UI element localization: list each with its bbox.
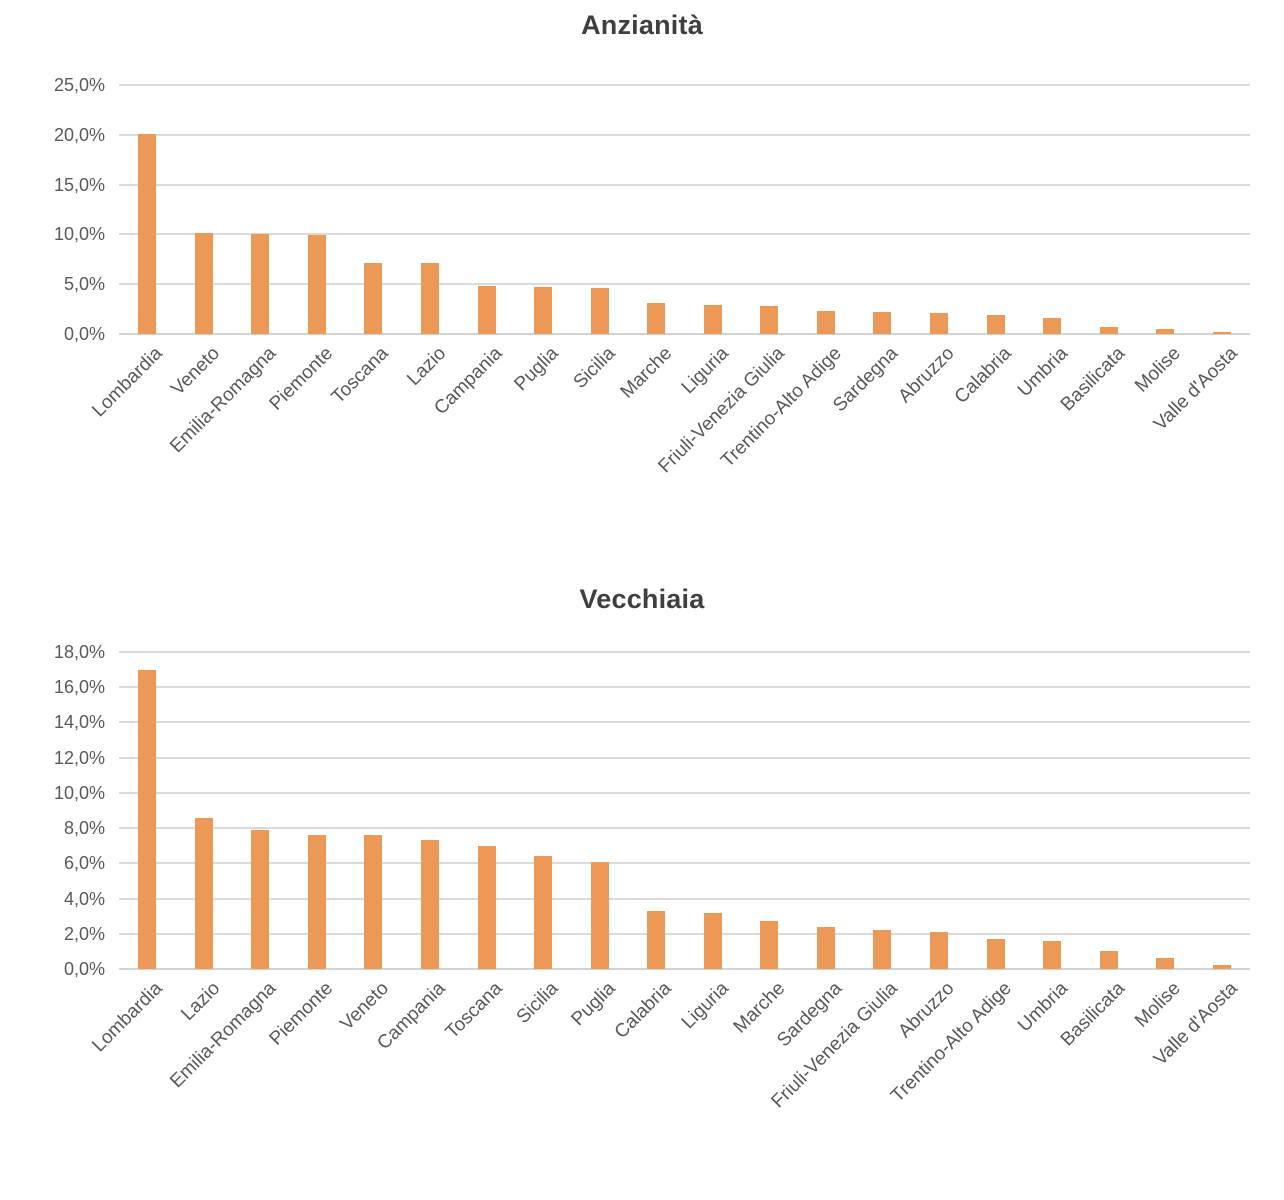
y-tick-label: 4,0% <box>63 889 105 909</box>
x-category-label: Lombardia <box>88 343 167 422</box>
bar-valle-d-aosta <box>1213 965 1231 969</box>
bar-basilicata <box>1100 327 1118 334</box>
gridline <box>119 757 1250 759</box>
bar-friuli-venezia-giulia <box>760 306 778 334</box>
plot-area <box>119 651 1250 970</box>
bar-campania <box>421 840 439 969</box>
x-category-label: Toscana <box>441 978 507 1043</box>
x-category-label: Lazio <box>176 978 224 1025</box>
x-category-label: Sicilia <box>569 343 620 393</box>
x-category-label: Lombardia <box>88 978 167 1057</box>
bar-umbria <box>1043 941 1061 969</box>
x-category-label: Sicilia <box>512 978 563 1028</box>
bar-basilicata <box>1100 951 1118 969</box>
bar-campania <box>478 286 496 334</box>
x-category-label: Puglia <box>510 343 563 396</box>
bar-sardegna <box>873 312 891 334</box>
bar-molise <box>1156 329 1174 334</box>
gridline <box>119 184 1250 186</box>
x-category-label: Abruzzo <box>894 343 959 408</box>
bar-veneto <box>364 835 382 969</box>
bar-calabria <box>647 911 665 969</box>
bar-piemonte <box>308 235 326 334</box>
bar-liguria <box>704 305 722 334</box>
bar-abruzzo <box>930 313 948 334</box>
x-category-label: Liguria <box>677 978 733 1034</box>
x-category-label: Molise <box>1131 978 1185 1032</box>
gridline <box>119 827 1250 829</box>
x-category-label: Marche <box>616 343 676 403</box>
bar-emilia-romagna <box>251 830 269 969</box>
x-category-label: Calabria <box>610 978 676 1043</box>
y-tick-label: 0,0% <box>63 324 105 344</box>
bar-toscana <box>478 846 496 969</box>
bar-lazio <box>421 263 439 334</box>
bar-friuli-venezia-giulia <box>873 930 891 969</box>
chart-title: Anzianità <box>581 10 703 40</box>
gridline <box>119 651 1250 653</box>
gridline <box>119 686 1250 688</box>
y-tick-label: 6,0% <box>63 853 105 873</box>
chart-title: Vecchiaia <box>579 584 705 614</box>
y-tick-label: 0,0% <box>63 959 105 979</box>
bar-sicilia <box>534 856 552 969</box>
y-tick-label: 14,0% <box>53 712 105 732</box>
y-tick-label: 10,0% <box>53 224 105 244</box>
bar-sardegna <box>817 927 835 969</box>
bar-lombardia <box>138 134 156 334</box>
x-category-label: Molise <box>1131 343 1185 397</box>
gridline <box>119 792 1250 794</box>
plot-area <box>119 84 1250 335</box>
bar-marche <box>760 921 778 969</box>
y-tick-label: 25,0% <box>53 75 105 95</box>
bar-liguria <box>704 913 722 969</box>
x-category-label: Calabria <box>950 343 1016 408</box>
bar-puglia <box>591 862 609 969</box>
vecchiaia-chart: Vecchiaia 18,0% 16,0% 14,0% 12,0% 10,0% 8,0% 6… <box>0 566 1284 1200</box>
bar-umbria <box>1043 318 1061 334</box>
gridline <box>119 721 1250 723</box>
gridline <box>119 283 1250 285</box>
x-category-label: Toscana <box>327 343 393 408</box>
bar-veneto <box>195 233 213 334</box>
bar-valle-d-aosta <box>1213 332 1231 334</box>
gridline <box>119 84 1250 86</box>
x-axis-line <box>119 333 1250 335</box>
y-tick-label: 15,0% <box>53 175 105 195</box>
bar-calabria <box>987 315 1005 334</box>
y-tick-label: 20,0% <box>53 125 105 145</box>
bar-puglia <box>534 287 552 334</box>
gridline <box>119 898 1250 900</box>
bar-toscana <box>364 263 382 334</box>
bar-molise <box>1156 958 1174 969</box>
y-tick-label: 2,0% <box>63 924 105 944</box>
bar-trentino-alto-adige <box>817 311 835 334</box>
anzianita-chart: Anzianità 25,0% 20,0% 15,0% 10,0% 5,0% 0,0% Lo… <box>0 0 1284 566</box>
bar-piemonte <box>308 835 326 969</box>
x-category-label: Puglia <box>567 978 620 1031</box>
y-tick-label: 16,0% <box>53 677 105 697</box>
y-tick-label: 8,0% <box>63 818 105 838</box>
gridline <box>119 233 1250 235</box>
bar-trentino-alto-adige <box>987 939 1005 969</box>
bar-marche <box>647 303 665 334</box>
x-category-label: Emilia-Romagna <box>165 343 280 458</box>
bar-lombardia <box>138 670 156 969</box>
bar-emilia-romagna <box>251 234 269 334</box>
bar-lazio <box>195 818 213 969</box>
y-tick-label: 12,0% <box>53 748 105 768</box>
y-tick-label: 10,0% <box>53 783 105 803</box>
gridline <box>119 933 1250 935</box>
x-category-label: Lazio <box>402 343 450 390</box>
bar-sicilia <box>591 288 609 334</box>
gridline <box>119 134 1250 136</box>
y-tick-label: 5,0% <box>63 274 105 294</box>
y-tick-label: 18,0% <box>53 642 105 662</box>
gridline <box>119 862 1250 864</box>
bar-abruzzo <box>930 932 948 969</box>
x-axis-line <box>119 968 1250 970</box>
